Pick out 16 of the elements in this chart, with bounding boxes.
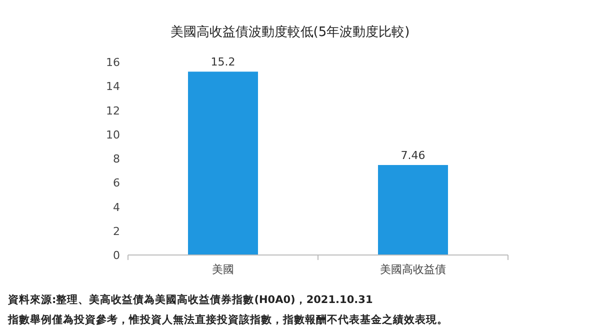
y-tick-label: 6 xyxy=(113,176,120,190)
x-tick-label: 美國高收益債 xyxy=(380,263,446,276)
y-tick-label: 12 xyxy=(106,104,120,118)
y-tick-label: 0 xyxy=(113,249,120,262)
text: 指數舉例僅為投資參考，惟投資人無法直接投資該指數，指數報酬不代表基金之績效表現。 xyxy=(7,313,448,326)
chart-title: 美國高收益債波動度較低(5年波動度比較) xyxy=(170,24,410,40)
source-note: 資料來源:整理、美高收益債為美國高收益債券指數(H0A0)，2021.10.31 xyxy=(7,293,373,306)
y-tick-label: 16 xyxy=(106,56,120,69)
y-tick-label: 10 xyxy=(106,128,120,142)
y-tick-label: 8 xyxy=(113,152,120,166)
y-tick-label: 2 xyxy=(113,224,120,238)
data-label: 7.46 xyxy=(400,149,426,162)
y-tick-label: 14 xyxy=(106,80,120,94)
data-label: 15.2 xyxy=(210,56,236,69)
x-tick-label: 美國 xyxy=(212,263,234,276)
y-tick-label: 4 xyxy=(113,200,120,214)
